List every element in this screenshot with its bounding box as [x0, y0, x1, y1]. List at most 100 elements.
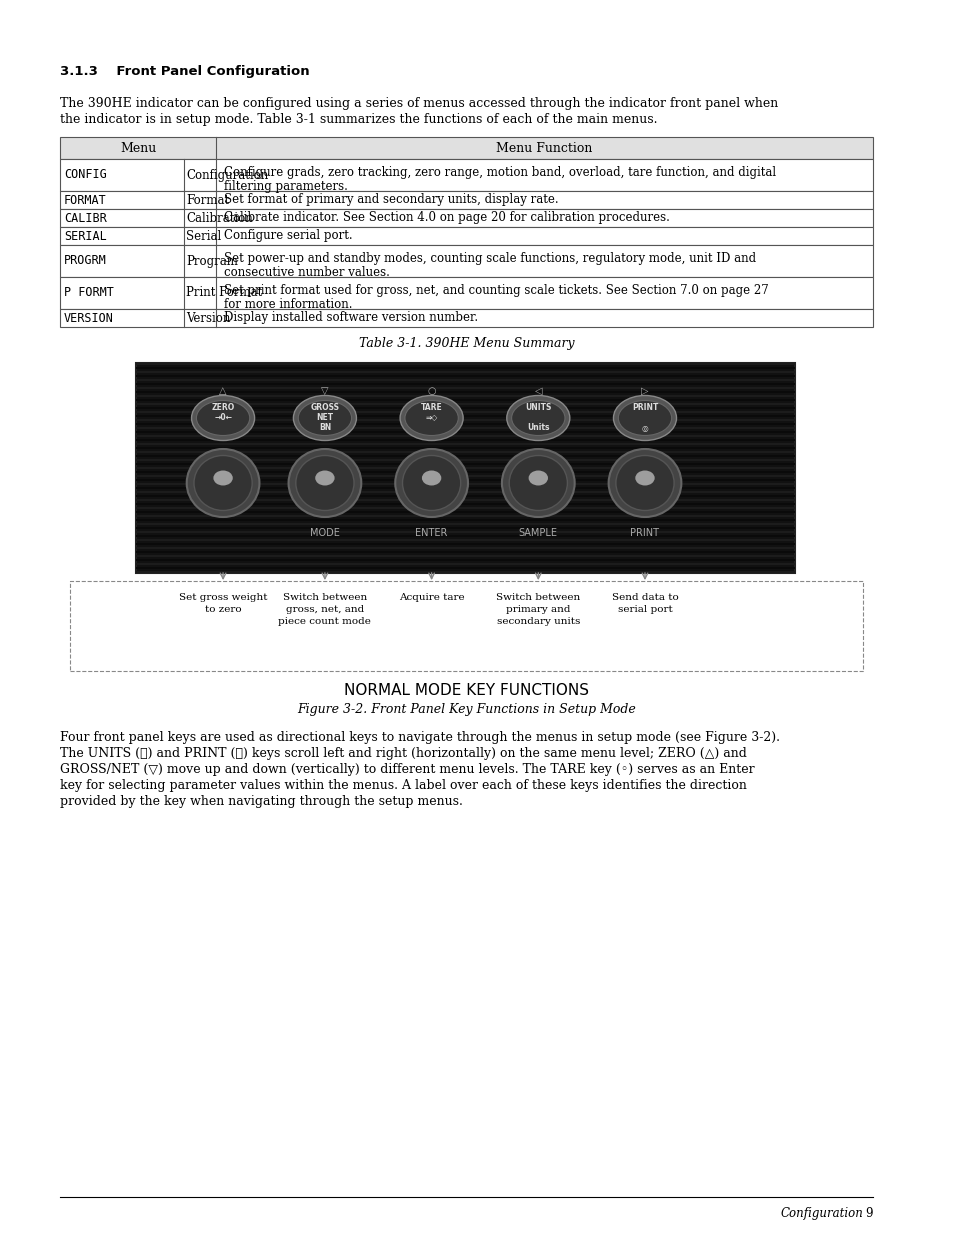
Text: for more information.: for more information.: [224, 298, 353, 311]
Bar: [135, 471, 795, 473]
Ellipse shape: [613, 395, 676, 441]
Ellipse shape: [192, 395, 254, 441]
Text: Menu Function: Menu Function: [496, 142, 592, 154]
Bar: [135, 408, 795, 409]
Ellipse shape: [196, 400, 250, 436]
Bar: [135, 531, 795, 534]
Text: UNITS: UNITS: [524, 404, 551, 412]
Ellipse shape: [528, 471, 547, 485]
Bar: [135, 367, 795, 369]
Text: Switch between: Switch between: [282, 593, 367, 601]
Text: Version: Version: [186, 311, 231, 325]
Text: ○: ○: [427, 387, 436, 396]
Text: FORMAT: FORMAT: [64, 194, 107, 206]
Ellipse shape: [608, 450, 680, 517]
Bar: [135, 379, 795, 382]
Bar: [135, 363, 795, 573]
Bar: [135, 459, 795, 461]
Ellipse shape: [294, 395, 356, 441]
Text: Table 3-1. 390HE Menu Summary: Table 3-1. 390HE Menu Summary: [358, 337, 574, 350]
Bar: [60, 227, 872, 245]
Ellipse shape: [404, 400, 457, 436]
Bar: [135, 454, 795, 457]
Bar: [60, 209, 872, 227]
Ellipse shape: [193, 456, 252, 510]
Bar: [60, 191, 872, 209]
Bar: [135, 391, 795, 393]
Bar: [135, 451, 795, 453]
Text: Configuration: Configuration: [186, 168, 268, 182]
Text: Calibrate indicator. See Section 4.0 on page 20 for calibration procedures.: Calibrate indicator. See Section 4.0 on …: [224, 211, 669, 225]
Text: Units: Units: [526, 424, 549, 432]
Text: P FORMT: P FORMT: [64, 287, 113, 300]
Bar: [60, 309, 872, 327]
Ellipse shape: [511, 400, 564, 436]
Bar: [135, 519, 795, 521]
Text: Set gross weight: Set gross weight: [178, 593, 267, 601]
Text: ◎: ◎: [641, 424, 648, 432]
Bar: [135, 431, 795, 433]
Text: Program: Program: [186, 254, 238, 268]
Text: Display installed software version number.: Display installed software version numbe…: [224, 311, 477, 325]
Text: Set print format used for gross, net, and counting scale tickets. See Section 7.: Set print format used for gross, net, an…: [224, 284, 768, 296]
Bar: [135, 492, 795, 493]
Text: The 390HE indicator can be configured using a series of menus accessed through t: The 390HE indicator can be configured us…: [60, 98, 778, 110]
Bar: [135, 427, 795, 429]
Bar: [135, 559, 795, 561]
Ellipse shape: [506, 395, 569, 441]
Ellipse shape: [501, 450, 574, 517]
Text: Configure grads, zero tracking, zero range, motion band, overload, tare function: Configure grads, zero tracking, zero ran…: [224, 165, 776, 179]
Ellipse shape: [187, 450, 259, 517]
Bar: [135, 438, 795, 441]
Bar: [135, 403, 795, 405]
Text: ◁: ◁: [534, 387, 541, 396]
Ellipse shape: [288, 450, 361, 517]
Bar: [135, 535, 795, 537]
Text: MODE: MODE: [310, 529, 339, 538]
Bar: [135, 399, 795, 401]
Bar: [135, 508, 795, 509]
Text: key for selecting parameter values within the menus. A label over each of these : key for selecting parameter values withi…: [60, 779, 746, 792]
Text: VERSION: VERSION: [64, 311, 113, 325]
Ellipse shape: [635, 471, 654, 485]
Bar: [135, 447, 795, 450]
Ellipse shape: [421, 471, 441, 485]
Text: ⇒◇: ⇒◇: [425, 414, 437, 422]
Bar: [135, 411, 795, 412]
Bar: [135, 415, 795, 417]
Bar: [135, 383, 795, 385]
Bar: [135, 395, 795, 396]
Text: piece count mode: piece count mode: [278, 618, 371, 626]
Ellipse shape: [314, 471, 335, 485]
Bar: [135, 424, 795, 425]
Text: Send data to: Send data to: [611, 593, 678, 601]
Ellipse shape: [402, 456, 460, 510]
Text: Configure serial port.: Configure serial port.: [224, 230, 353, 242]
Text: TARE: TARE: [420, 404, 442, 412]
Text: Print Format: Print Format: [186, 287, 262, 300]
Text: PRINT: PRINT: [631, 404, 658, 412]
Text: Figure 3-2. Front Panel Key Functions in Setup Mode: Figure 3-2. Front Panel Key Functions in…: [296, 703, 636, 716]
Ellipse shape: [395, 450, 468, 517]
Bar: [135, 511, 795, 513]
Text: Four front panel keys are used as directional keys to navigate through the menus: Four front panel keys are used as direct…: [60, 731, 780, 743]
Text: →0←: →0←: [213, 414, 232, 422]
Ellipse shape: [295, 456, 354, 510]
Bar: [135, 551, 795, 553]
Text: PROGRM: PROGRM: [64, 254, 107, 268]
Bar: [135, 563, 795, 564]
Text: Switch between: Switch between: [496, 593, 579, 601]
Bar: [135, 443, 795, 445]
Text: Serial: Serial: [186, 230, 221, 242]
Bar: [135, 475, 795, 477]
Text: ▽: ▽: [321, 387, 329, 396]
Text: SERIAL: SERIAL: [64, 230, 107, 242]
Bar: [135, 571, 795, 573]
Bar: [135, 363, 795, 366]
Bar: [135, 495, 795, 496]
Text: gross, net, and: gross, net, and: [286, 605, 364, 614]
Bar: [135, 463, 795, 466]
Bar: [135, 499, 795, 501]
Bar: [135, 467, 795, 469]
Ellipse shape: [298, 400, 352, 436]
